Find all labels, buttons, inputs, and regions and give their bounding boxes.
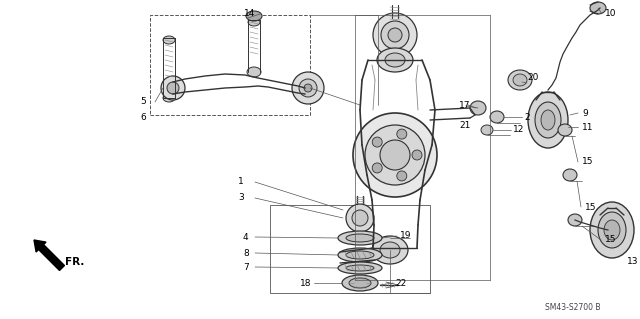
Ellipse shape bbox=[397, 129, 407, 139]
Ellipse shape bbox=[568, 214, 582, 226]
Ellipse shape bbox=[397, 171, 407, 181]
FancyArrow shape bbox=[34, 240, 65, 271]
Text: 18: 18 bbox=[300, 278, 312, 287]
Text: 3: 3 bbox=[238, 194, 244, 203]
Ellipse shape bbox=[604, 220, 620, 240]
Text: 10: 10 bbox=[605, 10, 616, 19]
Ellipse shape bbox=[481, 125, 493, 135]
Text: 6: 6 bbox=[140, 114, 146, 122]
Ellipse shape bbox=[346, 204, 374, 232]
Text: SM43-S2700 B: SM43-S2700 B bbox=[545, 303, 600, 313]
Ellipse shape bbox=[163, 94, 175, 102]
Ellipse shape bbox=[342, 275, 378, 291]
Ellipse shape bbox=[381, 21, 409, 49]
Ellipse shape bbox=[412, 150, 422, 160]
Ellipse shape bbox=[346, 265, 374, 271]
Ellipse shape bbox=[590, 202, 634, 258]
Ellipse shape bbox=[372, 236, 408, 264]
Ellipse shape bbox=[352, 210, 368, 226]
Ellipse shape bbox=[563, 169, 577, 181]
Ellipse shape bbox=[338, 248, 382, 262]
Ellipse shape bbox=[292, 72, 324, 104]
Text: 22: 22 bbox=[395, 278, 406, 287]
Ellipse shape bbox=[388, 28, 402, 42]
Text: 19: 19 bbox=[400, 232, 412, 241]
Ellipse shape bbox=[528, 92, 568, 148]
Ellipse shape bbox=[353, 113, 437, 197]
Text: 14: 14 bbox=[244, 10, 255, 19]
Ellipse shape bbox=[247, 67, 261, 77]
Ellipse shape bbox=[338, 262, 382, 274]
Text: 11: 11 bbox=[582, 122, 593, 131]
Ellipse shape bbox=[508, 70, 532, 90]
Text: 5: 5 bbox=[140, 98, 146, 107]
Ellipse shape bbox=[590, 2, 606, 14]
Text: 15: 15 bbox=[582, 158, 593, 167]
Text: 20: 20 bbox=[527, 72, 538, 81]
Ellipse shape bbox=[380, 242, 400, 258]
Ellipse shape bbox=[248, 18, 260, 26]
Ellipse shape bbox=[246, 11, 262, 21]
Ellipse shape bbox=[161, 76, 185, 100]
Text: 15: 15 bbox=[585, 203, 596, 211]
Ellipse shape bbox=[304, 84, 312, 92]
Ellipse shape bbox=[349, 278, 371, 288]
Ellipse shape bbox=[346, 251, 374, 259]
Text: 9: 9 bbox=[582, 108, 588, 117]
Text: 2: 2 bbox=[524, 113, 530, 122]
Ellipse shape bbox=[372, 163, 382, 173]
Bar bbox=[270, 205, 430, 293]
Ellipse shape bbox=[385, 53, 405, 67]
Ellipse shape bbox=[541, 110, 555, 130]
Ellipse shape bbox=[470, 101, 486, 115]
Text: 7: 7 bbox=[243, 263, 249, 271]
Ellipse shape bbox=[299, 79, 317, 97]
Ellipse shape bbox=[373, 13, 417, 57]
Text: 17: 17 bbox=[459, 101, 470, 110]
Ellipse shape bbox=[558, 124, 572, 136]
Ellipse shape bbox=[513, 74, 527, 86]
Ellipse shape bbox=[490, 111, 504, 123]
Text: 4: 4 bbox=[243, 233, 248, 241]
Ellipse shape bbox=[372, 137, 382, 147]
Ellipse shape bbox=[380, 140, 410, 170]
Text: 12: 12 bbox=[513, 125, 524, 135]
Text: 15: 15 bbox=[605, 235, 616, 244]
Ellipse shape bbox=[163, 36, 175, 44]
Ellipse shape bbox=[338, 231, 382, 245]
Text: 13: 13 bbox=[627, 257, 639, 266]
Ellipse shape bbox=[365, 125, 425, 185]
Ellipse shape bbox=[535, 102, 561, 138]
Text: 1: 1 bbox=[238, 177, 244, 187]
Ellipse shape bbox=[377, 48, 413, 72]
Ellipse shape bbox=[346, 234, 374, 242]
Text: FR.: FR. bbox=[65, 257, 84, 267]
Text: 8: 8 bbox=[243, 249, 249, 257]
Bar bbox=[150, 15, 310, 115]
Text: 21: 21 bbox=[459, 121, 470, 130]
Ellipse shape bbox=[598, 212, 626, 248]
Ellipse shape bbox=[167, 82, 179, 94]
